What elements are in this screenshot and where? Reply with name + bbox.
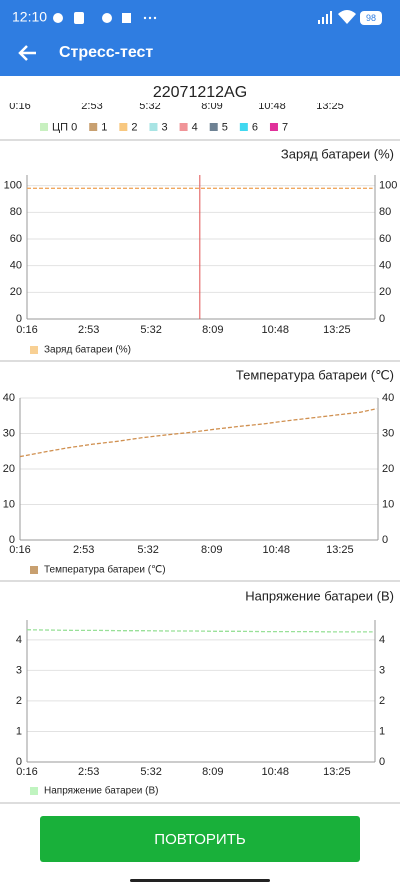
legend-label: 2 bbox=[131, 121, 137, 133]
app-title: Стресс-тест bbox=[59, 44, 153, 61]
y-tick-label: 2 bbox=[16, 695, 22, 707]
legend-swatch bbox=[119, 123, 128, 131]
x-tick-label: 5:32 bbox=[140, 324, 161, 336]
legend-label: 7 bbox=[282, 121, 288, 133]
x-tick-label: 10:48 bbox=[261, 324, 289, 336]
y-tick-label: 20 bbox=[10, 286, 22, 298]
y-tick-label: 40 bbox=[3, 392, 15, 404]
series-line bbox=[26, 629, 373, 633]
y-tick-label: 4 bbox=[16, 634, 22, 646]
y-tick-label: 0 bbox=[16, 313, 22, 325]
y-tick-label-right: 60 bbox=[379, 233, 391, 245]
legend-swatch bbox=[209, 123, 218, 131]
repeat-button[interactable] bbox=[40, 816, 360, 862]
legend-label: 4 bbox=[192, 121, 198, 133]
x-tick-label: 2:53 bbox=[78, 324, 99, 336]
y-tick-label-right: 20 bbox=[379, 286, 391, 298]
x-tick-label: 5:32 bbox=[137, 544, 158, 556]
y-tick-label: 10 bbox=[3, 498, 15, 510]
chart-title: Температура батареи (℃) bbox=[236, 367, 394, 382]
legend-label: Заряд батареи (%) bbox=[44, 344, 131, 356]
back-button[interactable] bbox=[18, 45, 36, 61]
x-tick-label: 0:16 bbox=[16, 324, 37, 336]
y-tick-label-right: 1 bbox=[379, 725, 385, 737]
x-tick-label: 2:53 bbox=[73, 544, 94, 556]
x-tick-label: 0:16 bbox=[16, 766, 37, 778]
repeat-label: ПОВТОРИТЬ bbox=[154, 831, 246, 848]
x-tick-label: 5:32 bbox=[140, 766, 161, 778]
y-tick-label-right: 80 bbox=[379, 206, 391, 218]
y-tick-label-right: 10 bbox=[382, 498, 394, 510]
x-tick-label: 13:25 bbox=[323, 324, 351, 336]
x-tick-label: 8:09 bbox=[202, 766, 223, 778]
series-line bbox=[19, 408, 377, 458]
x-tick-label: 13:25 bbox=[323, 766, 351, 778]
legend-swatch bbox=[30, 787, 38, 795]
y-tick-label: 30 bbox=[3, 427, 15, 439]
y-tick-label-right: 4 bbox=[379, 634, 385, 646]
y-tick-label: 3 bbox=[16, 664, 22, 676]
y-tick-label-right: 0 bbox=[379, 313, 385, 325]
legend-label: Напряжение батареи (В) bbox=[44, 785, 158, 797]
legend-swatch bbox=[269, 123, 278, 131]
legend-label: 3 bbox=[161, 121, 167, 133]
chart-title: Заряд батареи (%) bbox=[281, 146, 394, 161]
y-tick-label-right: 40 bbox=[382, 392, 394, 404]
x-tick-label: 13:25 bbox=[316, 100, 344, 112]
x-tick-label: 10:48 bbox=[262, 544, 290, 556]
y-tick-label-right: 40 bbox=[379, 260, 391, 272]
y-tick-label: 20 bbox=[3, 463, 15, 475]
x-tick-label: 2:53 bbox=[81, 100, 102, 112]
status-icons bbox=[53, 10, 382, 25]
legend-swatch bbox=[40, 123, 48, 131]
legend-swatch bbox=[179, 123, 188, 131]
legend-label: Температура батареи (℃) bbox=[44, 564, 166, 576]
nav-handle bbox=[130, 879, 270, 882]
y-tick-label: 80 bbox=[10, 206, 22, 218]
y-tick-label: 60 bbox=[10, 233, 22, 245]
x-tick-label: 10:48 bbox=[261, 766, 289, 778]
y-tick-label: 1 bbox=[16, 725, 22, 737]
y-tick-label-right: 20 bbox=[382, 463, 394, 475]
y-tick-label: 40 bbox=[10, 260, 22, 272]
x-tick-label: 13:25 bbox=[326, 544, 354, 556]
legend-swatch bbox=[30, 566, 38, 574]
y-tick-label-right: 2 bbox=[379, 695, 385, 707]
legend-label: 6 bbox=[252, 121, 258, 133]
y-tick-label-right: 0 bbox=[382, 534, 388, 546]
x-tick-label: 8:09 bbox=[202, 324, 223, 336]
legend-swatch bbox=[149, 123, 158, 131]
y-tick-label: 0 bbox=[16, 756, 22, 768]
device-name: 22071212AG bbox=[153, 84, 247, 101]
x-tick-label: 8:09 bbox=[201, 100, 222, 112]
legend-label: 5 bbox=[222, 121, 228, 133]
x-tick-label: 0:16 bbox=[9, 544, 30, 556]
x-tick-label: 5:32 bbox=[139, 100, 160, 112]
y-tick-label-right: 30 bbox=[382, 427, 394, 439]
x-tick-label: 8:09 bbox=[201, 544, 222, 556]
legend-label: 1 bbox=[101, 121, 107, 133]
y-tick-label-right: 3 bbox=[379, 664, 385, 676]
status-time: 12:10 bbox=[12, 9, 47, 25]
header-bg bbox=[0, 0, 400, 76]
x-tick-label: 10:48 bbox=[258, 100, 286, 112]
cpu-legend: ЦП 0 1 2 3 4 5 6 7 bbox=[40, 121, 288, 133]
y-tick-label-right: 0 bbox=[379, 756, 385, 768]
x-tick-label: 2:53 bbox=[78, 766, 99, 778]
cpu-ticks: 0:16 2:53 5:32 8:09 10:48 13:25 bbox=[9, 100, 344, 112]
y-tick-label: 100 bbox=[4, 180, 22, 192]
chart-title: Напряжение батареи (В) bbox=[245, 588, 394, 603]
legend-swatch bbox=[89, 123, 98, 131]
legend-label: ЦП 0 bbox=[52, 121, 77, 133]
status-battery: 98 bbox=[366, 13, 376, 23]
legend-swatch bbox=[239, 123, 248, 131]
legend-swatch bbox=[30, 346, 38, 354]
x-tick-label: 0:16 bbox=[9, 100, 30, 112]
y-tick-label-right: 100 bbox=[379, 180, 397, 192]
y-tick-label: 0 bbox=[9, 534, 15, 546]
